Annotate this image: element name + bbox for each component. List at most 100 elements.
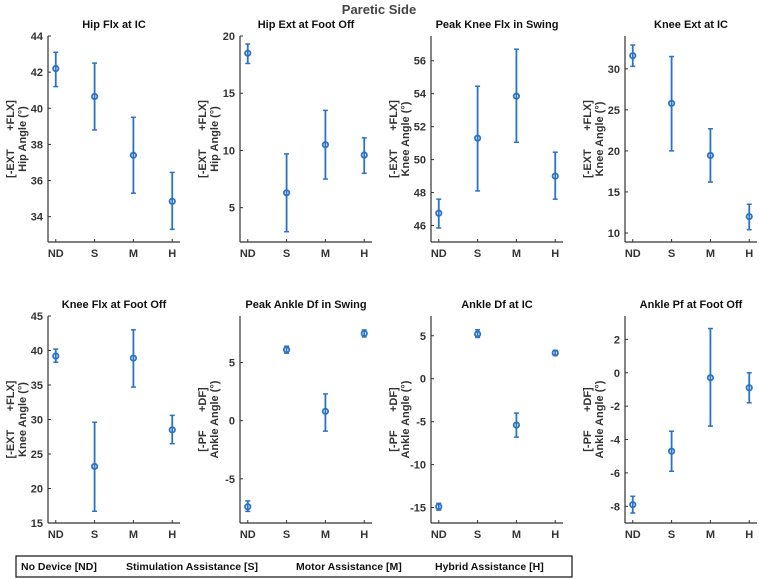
data-point-nd [244, 49, 252, 57]
data-point-m [129, 354, 138, 362]
data-point-h [168, 426, 176, 434]
legend-entry-m: Motor Assistance [M] [296, 561, 402, 573]
data-point-s [90, 462, 99, 471]
x-tick-label: ND [240, 248, 256, 260]
data-point-h [168, 197, 176, 205]
data-point-s [667, 99, 676, 107]
data-point-m [706, 374, 715, 382]
x-tick-label: ND [625, 529, 641, 541]
x-tick-label: M [512, 529, 521, 541]
x-tick-label: M [512, 248, 521, 260]
data-point-s [473, 330, 482, 338]
x-tick-label: S [91, 529, 98, 541]
data-point-m [706, 151, 715, 160]
x-tick-label: S [474, 529, 481, 541]
y-tick-label: 5 [229, 203, 235, 215]
data-point-nd [629, 501, 637, 509]
data-point-h [360, 151, 368, 159]
x-tick-label: H [360, 529, 368, 541]
x-tick-label: S [668, 248, 675, 260]
y-tick-label: 44 [31, 31, 44, 43]
data-point-m [321, 141, 330, 149]
y-axis-label: Knee Angle (°) [594, 101, 606, 176]
data-point-h [745, 212, 753, 221]
y-axis-label: Hip Angle (°) [17, 106, 29, 172]
subplot-7: Ankle Df at IC -15 -10 -5 0 5 ND S M H [-PF +DF] An… [388, 299, 563, 541]
data-point-h [551, 172, 559, 180]
data-point-nd [435, 209, 443, 217]
x-tick-label: H [168, 529, 176, 541]
y-tick-label: 15 [223, 88, 235, 100]
y-tick-label: 45 [31, 311, 43, 323]
x-tick-label: ND [431, 529, 447, 541]
x-tick-label: H [360, 248, 368, 260]
x-tick-label: H [745, 248, 753, 260]
data-point-nd [244, 503, 252, 511]
subplot-2: Hip Ext at Foot Off 5 10 15 20 ND S M H [-EXT +FL… [197, 19, 372, 260]
data-point-h [551, 349, 559, 357]
y-tick-label: 0 [614, 368, 620, 380]
data-point-h [745, 384, 753, 392]
x-tick-label: M [321, 248, 330, 260]
data-point-s [282, 189, 291, 197]
y-tick-label: -15 [410, 503, 426, 515]
x-tick-label: ND [240, 529, 256, 541]
y-tick-label: 50 [414, 155, 426, 167]
y-tick-label: 0 [420, 374, 426, 386]
data-point-s [667, 447, 676, 455]
y-tick-label: 2 [614, 334, 620, 346]
y-tick-label: -5 [416, 417, 426, 429]
x-tick-label: M [706, 529, 715, 541]
data-point-m [512, 92, 521, 100]
data-point-s [282, 346, 291, 354]
y-tick-label: 10 [608, 228, 620, 240]
y-tick-label: 5 [229, 358, 235, 370]
x-tick-label: H [551, 529, 559, 541]
y-tick-label: 38 [31, 139, 43, 151]
y-tick-label: 25 [31, 449, 43, 461]
x-tick-label: S [474, 248, 481, 260]
y-tick-label: 30 [608, 64, 620, 76]
y-tick-label: 10 [223, 145, 235, 157]
x-tick-label: S [283, 529, 290, 541]
data-point-nd [435, 503, 443, 511]
y-tick-label: 52 [414, 122, 426, 134]
y-tick-label: -4 [610, 435, 621, 447]
y-tick-label: 48 [414, 188, 426, 200]
x-tick-label: M [129, 529, 138, 541]
subplot-title: Ankle Df at IC [461, 299, 533, 311]
subplot-title: Knee Ext at IC [654, 19, 728, 31]
data-point-m [321, 407, 330, 415]
y-axis-label: Knee Angle (°) [17, 382, 29, 457]
y-axis-label: Knee Angle (°) [400, 101, 412, 176]
x-tick-label: ND [625, 248, 641, 260]
y-tick-label: 56 [414, 56, 426, 68]
x-tick-label: H [745, 529, 753, 541]
y-tick-label: 0 [229, 416, 235, 428]
y-tick-label: 46 [414, 221, 426, 233]
subplot-5: Knee Flx at Foot Off 15 20 25 30 35 40 45 ND S M H [… [5, 299, 180, 541]
subplot-title: Hip Ext at Foot Off [258, 19, 355, 31]
x-tick-label: M [321, 529, 330, 541]
y-tick-label: 20 [223, 31, 235, 43]
legend-box [15, 555, 573, 578]
y-axis-direction-label: [-PF +DF] [197, 387, 209, 452]
subplot-4: Knee Ext at IC 10 15 20 25 30 ND S M H [-EXT +FLX]… [582, 19, 757, 260]
x-tick-label: ND [48, 248, 64, 260]
data-point-s [473, 134, 482, 142]
y-tick-label: 36 [31, 176, 43, 188]
y-tick-label: 30 [31, 415, 43, 427]
y-tick-label: 15 [608, 187, 620, 199]
x-tick-label: ND [48, 529, 64, 541]
y-axis-direction-label: [-PF +DF] [388, 387, 400, 452]
data-point-m [129, 151, 138, 159]
y-tick-label: 20 [608, 146, 620, 158]
y-axis-label: Ankle Angle (°) [400, 380, 412, 458]
subplot-8: Ankle Pf at Foot Off -8 -6 -4 -2 0 2 ND S M H [-PF … [582, 299, 757, 541]
y-tick-label: -8 [610, 501, 620, 513]
y-tick-label: -2 [610, 401, 620, 413]
y-tick-label: 40 [31, 103, 43, 115]
y-tick-label: 25 [608, 105, 620, 117]
y-axis-label: Ankle Angle (°) [209, 380, 221, 458]
